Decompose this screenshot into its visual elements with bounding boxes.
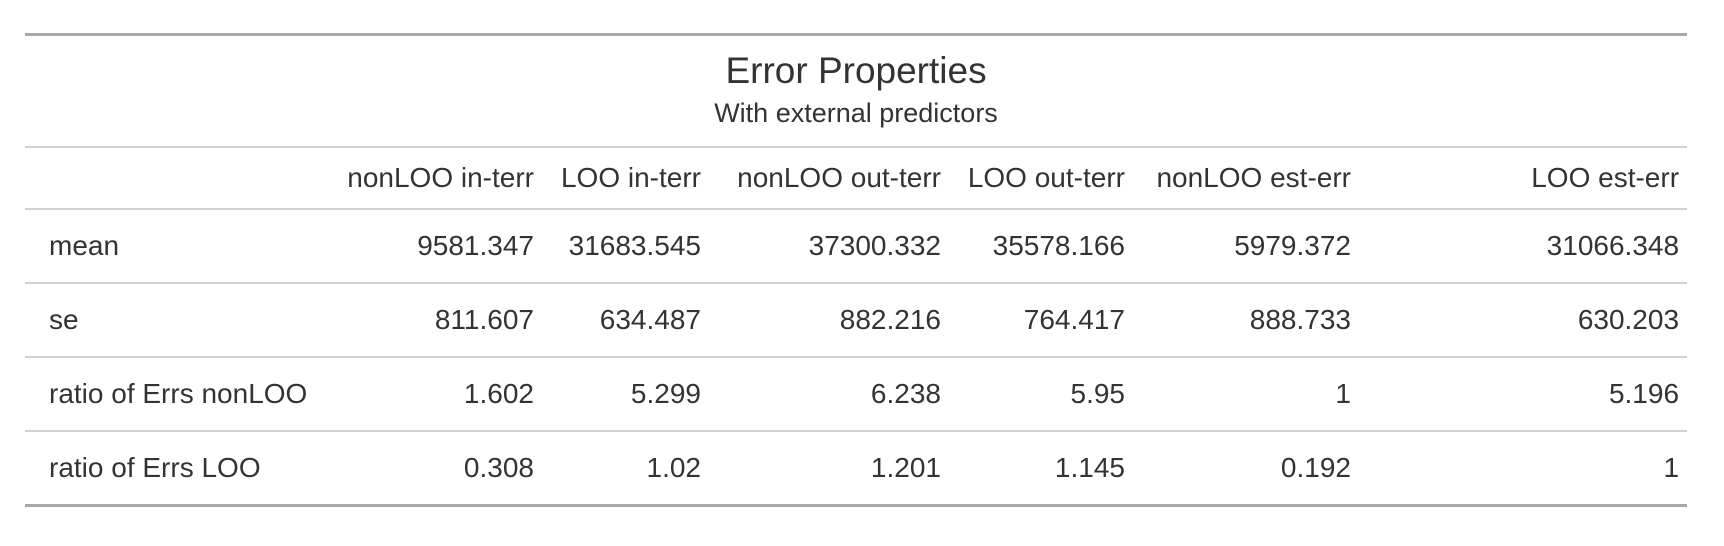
error-properties-table-container: Error Properties With external predictor… — [25, 33, 1688, 507]
cell-value: 630.203 — [1359, 282, 1688, 357]
column-header-nonloo-est-err: nonLOO est-err — [1133, 147, 1359, 210]
cell-value: 5.95 — [949, 356, 1133, 431]
cell-value: 1.145 — [949, 430, 1133, 506]
cell-value: 5.299 — [542, 356, 709, 431]
table-row: ratio of Errs nonLOO 1.602 5.299 6.238 5… — [25, 356, 1688, 431]
cell-value: 634.487 — [542, 282, 709, 357]
cell-value: 1 — [1133, 356, 1359, 431]
cell-value: 1.602 — [327, 356, 542, 431]
cell-value: 5979.372 — [1234, 230, 1351, 261]
column-header-stub — [25, 147, 327, 210]
cell-value: 31683.545 — [568, 230, 701, 261]
cell-value: 37300.332 — [808, 230, 941, 261]
cell-value: 1.201 — [709, 430, 949, 506]
table-heading-row: Error Properties With external predictor… — [25, 34, 1688, 148]
cell-value: 9581.347 — [417, 230, 534, 261]
cell-value: 6.238 — [709, 356, 949, 431]
column-header-nonloo-in-terr: nonLOO in-terr — [327, 147, 542, 210]
row-label: ratio of Errs LOO — [25, 430, 327, 506]
cell-value: 764.417 — [949, 282, 1133, 357]
column-header-loo-est-err: LOO est-err — [1359, 147, 1688, 210]
cell-value: 882.216 — [709, 282, 949, 357]
row-label: ratio of Errs nonLOO — [25, 356, 327, 431]
table-row: se 811.607 634.487 882.216 764.417 888.7… — [25, 282, 1688, 357]
error-properties-table: Error Properties With external predictor… — [25, 33, 1688, 507]
cell-value: 5.196 — [1359, 356, 1688, 431]
cell-value: 888.733 — [1133, 282, 1359, 357]
cell-value: 1 — [1359, 430, 1688, 506]
column-header-loo-out-terr: LOO out-terr — [949, 147, 1133, 210]
cell-value: 35578.166 — [992, 230, 1125, 261]
cell-value: 1.02 — [542, 430, 709, 506]
table-title: Error Properties — [725, 50, 987, 91]
row-label: mean — [49, 230, 120, 261]
table-row: mean 9581.347 31683.545 37300.332 35578.… — [25, 209, 1687, 283]
row-label: se — [25, 282, 327, 357]
cell-value: 811.607 — [327, 282, 542, 357]
column-header-loo-in-terr: LOO in-terr — [542, 147, 709, 210]
table-subtitle: With external predictors — [714, 98, 998, 128]
cell-value: 31066.348 — [1546, 230, 1680, 261]
cell-value: 0.192 — [1133, 430, 1359, 506]
column-labels-row: nonLOO in-terr LOO in-terr nonLOO out-te… — [25, 147, 1688, 210]
cell-value: 0.308 — [327, 430, 542, 506]
table-row: ratio of Errs LOO 0.308 1.02 1.201 1.145… — [25, 430, 1688, 506]
table-heading: Error Properties With external predictor… — [25, 34, 1688, 148]
column-header-nonloo-out-terr: nonLOO out-terr — [709, 147, 949, 210]
